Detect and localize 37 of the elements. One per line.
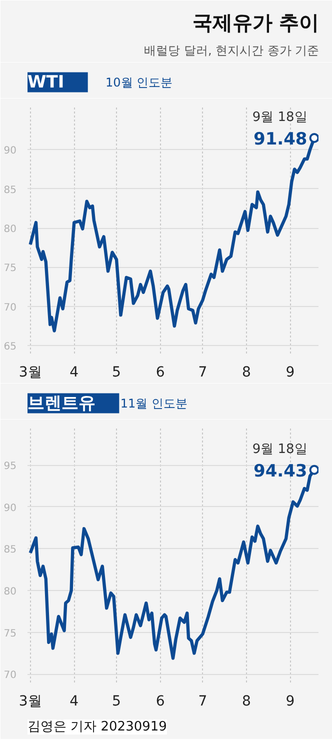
y-tick-label: 90 bbox=[4, 146, 17, 157]
y-tick-label: 75 bbox=[4, 628, 17, 640]
chart-title: WTI bbox=[28, 72, 64, 92]
chart-subtitle: 11월 인도분 bbox=[120, 396, 188, 410]
y-tick-label: 75 bbox=[4, 263, 17, 274]
x-tick-label: 4 bbox=[70, 364, 79, 380]
y-tick-label: 85 bbox=[4, 544, 17, 556]
y-tick-label: 70 bbox=[4, 670, 17, 682]
x-tick-label: 4 bbox=[70, 694, 79, 710]
y-tick-label: 95 bbox=[4, 461, 17, 472]
text: 국제유가 추이 bbox=[192, 10, 320, 35]
x-tick-label: 6 bbox=[156, 364, 165, 380]
chart-title: 브렌트유 bbox=[28, 393, 96, 414]
y-tick-label: 90 bbox=[4, 502, 17, 514]
annotation: 9월 18일 bbox=[252, 110, 308, 126]
x-tick-label: 9 bbox=[286, 694, 295, 710]
y-tick-label: 65 bbox=[4, 342, 17, 353]
x-tick-label: 8 bbox=[242, 694, 251, 710]
x-tick-label: 6 bbox=[156, 694, 165, 710]
y-tick-label: 80 bbox=[4, 224, 17, 236]
y-tick-label: 85 bbox=[4, 184, 17, 196]
text: 배럴당 달러, 현지시간 종가 기준 bbox=[144, 44, 320, 58]
x-tick-label: 8 bbox=[242, 364, 251, 380]
y-tick-label: 80 bbox=[4, 586, 17, 598]
x-tick-label: 7 bbox=[198, 364, 208, 380]
chart-subtitle: 10월 인도분 bbox=[106, 75, 173, 90]
y-tick-label: 70 bbox=[4, 302, 17, 314]
x-tick-label: 3월 bbox=[18, 694, 42, 710]
x-tick-label: 7 bbox=[198, 694, 208, 710]
text: 김영은 기자 20230919 bbox=[28, 720, 167, 734]
x-tick-label: 5 bbox=[112, 364, 121, 380]
x-tick-label: 3월 bbox=[18, 364, 42, 380]
x-tick-label: 5 bbox=[112, 694, 121, 710]
x-tick-label: 9 bbox=[286, 364, 295, 380]
data-label: 94.43 bbox=[253, 461, 308, 482]
annotation: 9월 18일 bbox=[252, 442, 308, 457]
data-label: 91.48 bbox=[253, 130, 308, 150]
